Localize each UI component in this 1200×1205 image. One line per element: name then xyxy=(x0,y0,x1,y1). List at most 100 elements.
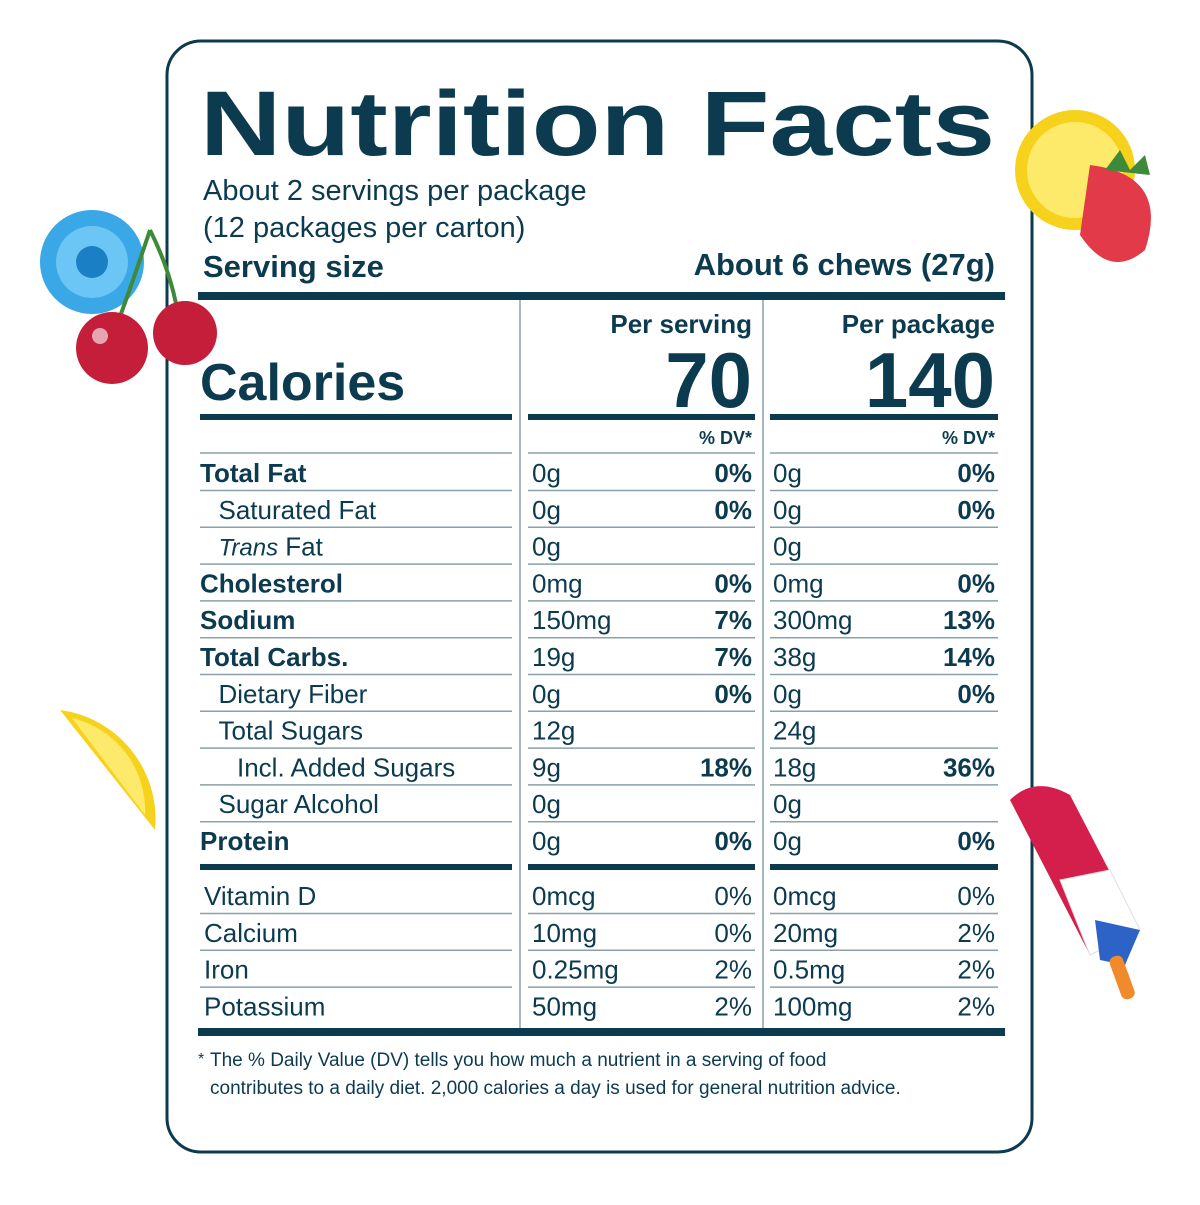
nutrient-name: Incl. Added Sugars xyxy=(237,752,455,782)
card xyxy=(165,39,1034,1154)
nutrient-name: Dietary Fiber xyxy=(219,679,368,709)
amount: 0g xyxy=(532,458,561,488)
rule xyxy=(198,1028,1005,1036)
nutrient-name-text: Total Sugars xyxy=(219,716,364,746)
daily-value: 36% xyxy=(943,752,995,782)
nutrient-name-text: Saturated Fat xyxy=(219,495,377,525)
daily-value: 2% xyxy=(957,918,995,948)
amount: 9g xyxy=(532,752,561,782)
dv-header: % DV* xyxy=(942,428,995,448)
daily-value: 0% xyxy=(957,679,995,709)
calories-value: 140 xyxy=(865,336,995,424)
amount: 0g xyxy=(773,458,802,488)
daily-value: 7% xyxy=(714,605,752,635)
amount: 12g xyxy=(532,716,575,746)
amount: 100mg xyxy=(773,991,853,1021)
nutrient-name-text: Incl. Added Sugars xyxy=(237,752,455,782)
nutrient-name-text: Dietary Fiber xyxy=(219,679,368,709)
rule xyxy=(200,414,512,420)
calories-value: 70 xyxy=(665,336,752,424)
nutrient-name-text: Sodium xyxy=(200,605,295,635)
daily-value: 0% xyxy=(957,458,995,488)
amount: 0.25mg xyxy=(532,955,619,985)
servings: About 2 servings per package xyxy=(203,175,587,207)
nutrient-prefix: Trans xyxy=(219,535,279,562)
amount: 0g xyxy=(773,826,802,856)
nutrient-name-text: Protein xyxy=(200,826,290,856)
amount: 0g xyxy=(532,495,561,525)
rule xyxy=(528,414,755,420)
amount: 0mcg xyxy=(532,881,596,911)
nutrient-name: Total Sugars xyxy=(219,716,364,746)
decoration xyxy=(40,110,1151,1000)
daily-value: 0% xyxy=(957,881,995,911)
nutrient-name: Sugar Alcohol xyxy=(219,789,379,819)
amount: 0mg xyxy=(532,568,583,598)
amount: 0mg xyxy=(773,568,824,598)
daily-value: 0% xyxy=(957,495,995,525)
daily-value: 0% xyxy=(957,826,995,856)
amount: 0g xyxy=(532,532,561,562)
vitamin-name: Iron xyxy=(204,955,249,985)
daily-value: 0% xyxy=(714,826,752,856)
nutrient-name-text: Cholesterol xyxy=(200,568,343,598)
rule xyxy=(528,864,755,870)
nutrient-name: Trans Fat xyxy=(219,532,324,562)
daily-value: 0% xyxy=(714,881,752,911)
amount: 300mg xyxy=(773,605,853,635)
amount: 0g xyxy=(532,826,561,856)
calories-label: Calories xyxy=(200,354,405,412)
daily-value: 2% xyxy=(714,955,752,985)
rule xyxy=(770,414,998,420)
amount: 0.5mg xyxy=(773,955,845,985)
amount: 10mg xyxy=(532,918,597,948)
daily-value: 18% xyxy=(700,752,752,782)
amount: 0g xyxy=(532,789,561,819)
daily-value: 2% xyxy=(714,991,752,1021)
rule xyxy=(770,864,998,870)
daily-value: 0% xyxy=(714,918,752,948)
amount: 0g xyxy=(773,495,802,525)
nutrient-name: Saturated Fat xyxy=(219,495,377,525)
amount: 0g xyxy=(773,679,802,709)
daily-value: 0% xyxy=(714,458,752,488)
amount: 24g xyxy=(773,716,816,746)
nutrient-name-text: Fat xyxy=(278,532,324,562)
daily-value: 2% xyxy=(957,991,995,1021)
column-header: Per serving xyxy=(610,309,752,339)
amount: 150mg xyxy=(532,605,612,635)
nutrient-name: Cholesterol xyxy=(200,568,343,598)
vitamin-name: Vitamin D xyxy=(204,881,316,911)
amount: 20mg xyxy=(773,918,838,948)
rule xyxy=(198,292,1005,300)
footnote-marker: * xyxy=(198,1051,204,1068)
amount: 0g xyxy=(773,789,802,819)
title: Nutrition Facts xyxy=(200,73,995,175)
amount: 50mg xyxy=(532,991,597,1021)
serving-size-value: About 6 chews (27g) xyxy=(694,247,995,282)
daily-value: 0% xyxy=(714,679,752,709)
nutrient-name-text: Sugar Alcohol xyxy=(219,789,379,819)
nutrient-name: Total Carbs. xyxy=(200,642,348,672)
dv-header: % DV* xyxy=(699,428,752,448)
nutrient-name-text: Total Carbs. xyxy=(200,642,348,672)
rule xyxy=(200,864,512,870)
footnote: contributes to a daily diet. 2,000 calor… xyxy=(210,1078,901,1099)
daily-value: 7% xyxy=(714,642,752,672)
daily-value: 14% xyxy=(943,642,995,672)
servings: (12 packages per carton) xyxy=(203,212,525,244)
amount: 0g xyxy=(773,532,802,562)
amount: 38g xyxy=(773,642,816,672)
nutrient-name: Sodium xyxy=(200,605,295,635)
vitamin-name: Potassium xyxy=(204,991,325,1021)
daily-value: 13% xyxy=(943,605,995,635)
amount: 0mcg xyxy=(773,881,837,911)
daily-value: 0% xyxy=(957,568,995,598)
daily-value: 0% xyxy=(714,495,752,525)
footnote: The % Daily Value (DV) tells you how muc… xyxy=(210,1050,826,1071)
amount: 0g xyxy=(532,679,561,709)
column-header: Per package xyxy=(842,309,995,339)
daily-value: 0% xyxy=(714,568,752,598)
